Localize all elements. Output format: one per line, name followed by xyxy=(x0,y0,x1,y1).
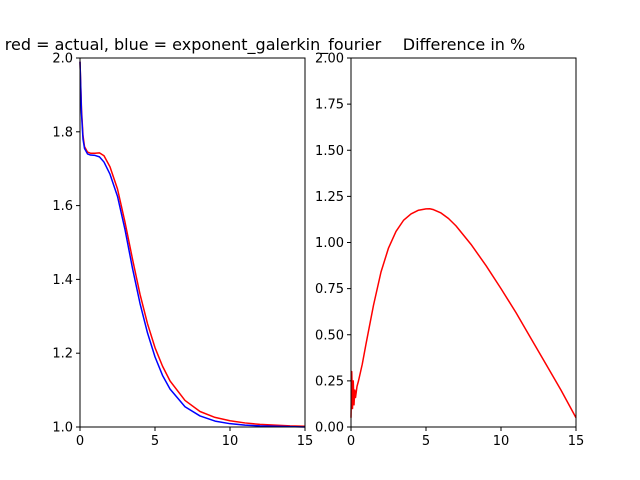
left-x-tick-label-3: 15 xyxy=(297,434,314,449)
left-x-tick-label-0: 0 xyxy=(76,434,84,449)
right-y-tick-label-2: 0.50 xyxy=(315,328,344,343)
chart-left-frame xyxy=(79,57,306,428)
left-series-line-1 xyxy=(79,61,306,428)
right-y-tick-label-1: 0.25 xyxy=(315,374,344,389)
right-y-tick-label-8: 2.00 xyxy=(315,52,344,67)
right-x-tick-label-3: 15 xyxy=(568,434,585,449)
left-y-tick-label-3: 1.6 xyxy=(52,199,73,214)
left-y-tick-label-4: 1.8 xyxy=(52,125,73,140)
chart-right-title: Difference in % xyxy=(403,35,525,54)
right-x-tick-label-1: 5 xyxy=(422,434,430,449)
chart-right-ticks: 0 5 10 15 0.00 0.25 0.50 0.75 1.00 1.25 1.50 1.75 2.… xyxy=(315,52,584,450)
right-series-line-0 xyxy=(350,207,577,419)
right-y-tick-label-4: 1.00 xyxy=(315,236,344,251)
left-series-line-0 xyxy=(79,61,306,428)
left-x-tick-label-1: 5 xyxy=(151,434,159,449)
right-x-tick-label-2: 10 xyxy=(493,434,510,449)
right-y-tick-label-0: 0.00 xyxy=(315,421,344,436)
chart-left-title: red = actual, blue = exponent_galerkin_f… xyxy=(5,35,382,55)
left-y-tick-label-5: 2.0 xyxy=(52,52,73,67)
right-y-tick-label-6: 1.50 xyxy=(315,144,344,159)
right-y-tick-label-3: 0.75 xyxy=(315,282,344,297)
left-y-tick-label-1: 1.2 xyxy=(52,347,73,362)
right-y-tick-label-7: 1.75 xyxy=(315,98,344,113)
chart-left: red = actual, blue = exponent_galerkin_f… xyxy=(5,35,382,449)
chart-left-ticks: 0 5 10 15 1.0 1.2 1.4 1.6 1.8 2.0 xyxy=(52,52,313,450)
chart-right-series xyxy=(350,207,577,419)
chart-right: Difference in % 0 5 10 15 0.00 0.25 0.50 0.75 1.… xyxy=(315,35,584,449)
left-y-tick-label-0: 1.0 xyxy=(52,421,73,436)
left-y-tick-label-2: 1.4 xyxy=(52,273,73,288)
right-y-tick-label-5: 1.25 xyxy=(315,190,344,205)
chart-left-series xyxy=(79,61,306,428)
right-x-tick-label-0: 0 xyxy=(347,434,355,449)
left-x-tick-label-2: 10 xyxy=(222,434,239,449)
